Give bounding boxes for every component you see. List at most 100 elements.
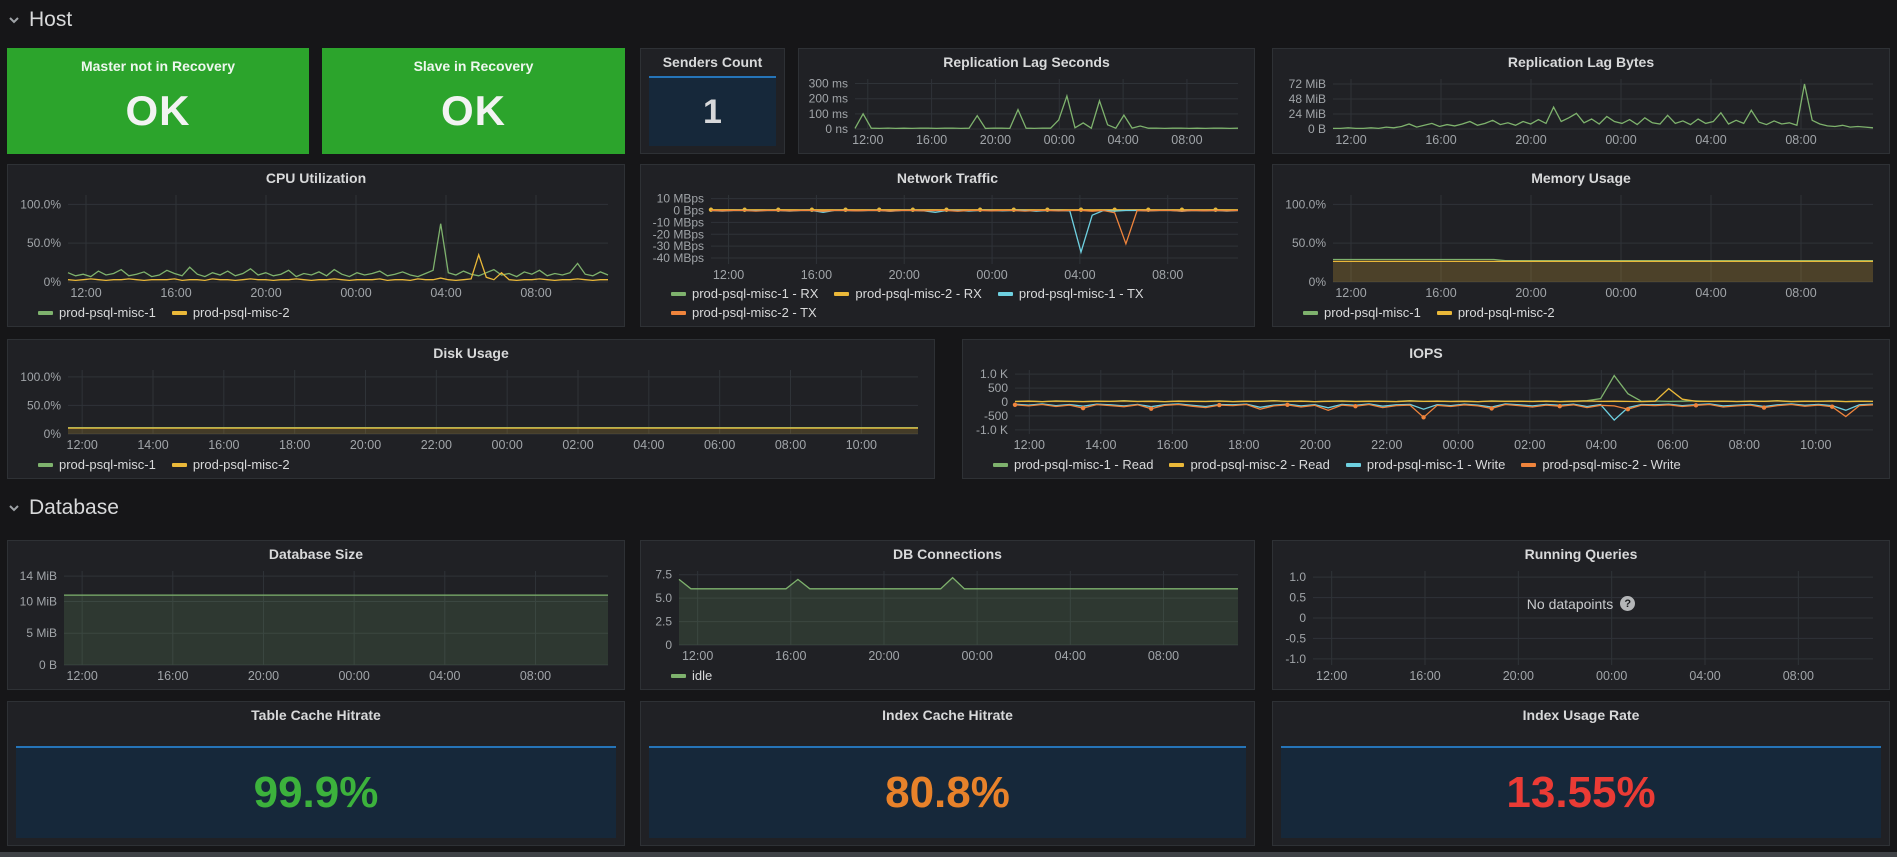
panel-title[interactable]: DB Connections bbox=[893, 546, 1002, 562]
svg-text:2.5: 2.5 bbox=[655, 615, 672, 629]
panel-replication-lag-bytes: Replication Lag Bytes 72 MiB 48 MiB 24 MiB… bbox=[1272, 48, 1890, 154]
svg-text:16:00: 16:00 bbox=[1409, 669, 1440, 683]
legend-series-color bbox=[671, 674, 686, 678]
svg-text:1.0: 1.0 bbox=[1289, 570, 1306, 584]
svg-text:-0.5: -0.5 bbox=[1285, 631, 1306, 645]
svg-text:300 ms: 300 ms bbox=[809, 77, 848, 91]
memory-usage-chart[interactable]: 100.0% 50.0% 0% 12:00 16:00 20:00 00:00 04:00 08… bbox=[1277, 189, 1885, 300]
panel-title[interactable]: Senders Count bbox=[662, 54, 763, 70]
disk-usage-chart[interactable]: 100.0% 50.0% 0% 12:00 14:00 16:00 18:00 20:00 22… bbox=[12, 364, 930, 452]
svg-text:20:00: 20:00 bbox=[868, 649, 899, 663]
sparkline: 1 bbox=[649, 76, 776, 146]
section-database[interactable]: Database bbox=[8, 496, 119, 520]
svg-text:08:00: 08:00 bbox=[520, 286, 551, 300]
cpu-utilization-chart[interactable]: 100.0% 50.0% 0% 12:00 16:00 20:00 00:00 04:00 08… bbox=[12, 189, 620, 300]
svg-text:12:00: 12:00 bbox=[1316, 669, 1347, 683]
svg-text:14:00: 14:00 bbox=[137, 438, 168, 452]
panel-title[interactable]: Memory Usage bbox=[1531, 170, 1631, 186]
chart-area: 10 MBps 0 Bps -10 MBps -20 MBps -30 MBps -40 … bbox=[645, 189, 1250, 282]
panel-title[interactable]: Replication Lag Seconds bbox=[943, 54, 1110, 70]
chart-legend: prod-psql-misc-1 prod-psql-misc-2 bbox=[38, 456, 926, 474]
legend-item[interactable]: prod-psql-misc-1 bbox=[1303, 304, 1421, 322]
svg-text:20:00: 20:00 bbox=[350, 438, 381, 452]
svg-text:00:00: 00:00 bbox=[961, 649, 992, 663]
svg-text:04:00: 04:00 bbox=[429, 669, 460, 683]
svg-text:20:00: 20:00 bbox=[1300, 438, 1331, 452]
svg-text:14 MiB: 14 MiB bbox=[20, 569, 57, 583]
panel-title[interactable]: Table Cache Hitrate bbox=[251, 707, 381, 723]
legend-item[interactable]: prod-psql-misc-2 bbox=[171, 456, 290, 474]
chart-area: 1.0 K 500 0 -500 -1.0 K 12:00 14:00 16:00 18:00 2… bbox=[967, 364, 1885, 452]
help-icon[interactable]: ? bbox=[1620, 596, 1636, 612]
chart-area: 1.0 0.5 0 -0.5 -1.0 12:00 16:00 20:00 00:00 04:00… bbox=[1277, 565, 1885, 683]
svg-text:16:00: 16:00 bbox=[1157, 438, 1188, 452]
svg-text:50.0%: 50.0% bbox=[1292, 236, 1326, 250]
legend-series-color bbox=[1303, 311, 1318, 315]
panel-title[interactable]: Slave in Recovery bbox=[413, 58, 534, 74]
stat-value: OK bbox=[441, 87, 506, 134]
svg-text:08:00: 08:00 bbox=[1783, 669, 1814, 683]
legend-item[interactable]: prod-psql-misc-1 - Read bbox=[993, 456, 1153, 474]
svg-text:12:00: 12:00 bbox=[682, 649, 713, 663]
panel-slave-in-recovery: Slave in Recovery OK bbox=[322, 48, 625, 154]
panel-title[interactable]: Index Cache Hitrate bbox=[882, 707, 1013, 723]
svg-text:0: 0 bbox=[665, 638, 672, 652]
svg-text:16:00: 16:00 bbox=[208, 438, 239, 452]
svg-text:0 B: 0 B bbox=[39, 658, 57, 672]
legend-series-color bbox=[993, 463, 1008, 467]
panel-database-size: Database Size 14 MiB 10 MiB 5 MiB 0 B 12:00 1… bbox=[7, 540, 625, 690]
panel-title[interactable]: Index Usage Rate bbox=[1522, 707, 1640, 723]
legend-item[interactable]: prod-psql-misc-1 - RX bbox=[671, 285, 818, 303]
legend-series-label: prod-psql-misc-1 - TX bbox=[1018, 286, 1144, 301]
svg-text:22:00: 22:00 bbox=[421, 438, 452, 452]
legend-item[interactable]: prod-psql-misc-2 bbox=[1436, 304, 1555, 322]
svg-text:-500: -500 bbox=[984, 409, 1008, 423]
panel-title[interactable]: CPU Utilization bbox=[265, 170, 367, 186]
legend-item[interactable]: prod-psql-misc-2 - Write bbox=[1521, 456, 1681, 474]
legend-item[interactable]: prod-psql-misc-2 - RX bbox=[834, 285, 982, 303]
legend-series-color bbox=[1345, 463, 1361, 467]
svg-text:-30 MBps: -30 MBps bbox=[653, 239, 704, 253]
legend-item[interactable]: prod-psql-misc-2 - TX bbox=[671, 304, 817, 322]
svg-text:7.5: 7.5 bbox=[655, 568, 672, 582]
panel-title[interactable]: Replication Lag Bytes bbox=[1507, 54, 1655, 70]
database-size-chart[interactable]: 14 MiB 10 MiB 5 MiB 0 B 12:00 16:00 20:00 00:00… bbox=[12, 565, 620, 683]
chart-area: 7.5 5.0 2.5 0 12:00 16:00 20:00 00:00 04:00 08:00 bbox=[645, 565, 1250, 663]
chart-legend: prod-psql-misc-1 - RX prod-psql-misc-2 - … bbox=[671, 285, 1246, 322]
legend-item[interactable]: prod-psql-misc-1 bbox=[38, 456, 156, 474]
svg-text:100.0%: 100.0% bbox=[20, 197, 61, 211]
legend-item[interactable]: prod-psql-misc-1 - TX bbox=[997, 285, 1144, 303]
panel-title[interactable]: Database Size bbox=[268, 546, 364, 562]
svg-text:20:00: 20:00 bbox=[980, 133, 1011, 147]
db-connections-chart[interactable]: 7.5 5.0 2.5 0 12:00 16:00 20:00 00:00 04:00 08:00 bbox=[645, 565, 1250, 663]
stat-value: 99.9% bbox=[253, 768, 379, 817]
panel-title[interactable]: Running Queries bbox=[1524, 546, 1638, 562]
svg-text:12:00: 12:00 bbox=[70, 286, 101, 300]
panel-title[interactable]: Disk Usage bbox=[433, 345, 509, 361]
legend-item[interactable]: prod-psql-misc-1 - Write bbox=[1345, 456, 1505, 474]
running-queries-chart[interactable]: 1.0 0.5 0 -0.5 -1.0 12:00 16:00 20:00 00:00 04:00… bbox=[1277, 565, 1885, 683]
legend-series-color bbox=[38, 463, 53, 467]
legend-item[interactable]: prod-psql-misc-2 bbox=[171, 304, 290, 322]
svg-text:-20 MBps: -20 MBps bbox=[653, 227, 704, 241]
stat-value: 13.55% bbox=[1506, 768, 1656, 817]
section-title: Host bbox=[29, 8, 73, 31]
legend-item[interactable]: prod-psql-misc-1 bbox=[38, 304, 156, 322]
section-host[interactable]: Host bbox=[8, 8, 72, 32]
legend-item[interactable]: idle bbox=[671, 667, 712, 685]
svg-text:20:00: 20:00 bbox=[248, 669, 279, 683]
horizontal-scrollbar[interactable] bbox=[0, 852, 1897, 857]
legend-series-label: prod-psql-misc-2 bbox=[192, 305, 290, 320]
panel-title[interactable]: Master not in Recovery bbox=[80, 58, 236, 74]
legend-item[interactable]: prod-psql-misc-2 - Read bbox=[1169, 456, 1330, 474]
svg-text:08:00: 08:00 bbox=[775, 438, 806, 452]
panel-title[interactable]: IOPS bbox=[1409, 345, 1443, 361]
svg-text:10 MBps: 10 MBps bbox=[657, 192, 704, 206]
panel-title[interactable]: Network Traffic bbox=[896, 170, 999, 186]
svg-text:00:00: 00:00 bbox=[1596, 669, 1627, 683]
svg-text:0%: 0% bbox=[44, 275, 62, 289]
